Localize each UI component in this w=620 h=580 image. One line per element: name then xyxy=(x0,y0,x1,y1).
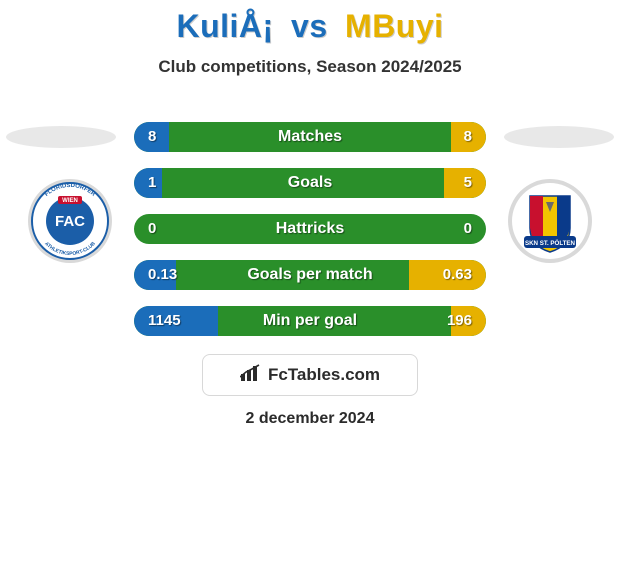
stat-value-right: 0 xyxy=(464,214,472,244)
stat-label: Hattricks xyxy=(134,214,486,244)
vs-label: vs xyxy=(291,8,328,44)
player2-ellipse xyxy=(504,126,614,148)
player1-ellipse xyxy=(6,126,116,148)
stat-label: Matches xyxy=(134,122,486,152)
svg-text:WIEN: WIEN xyxy=(62,198,78,204)
footer-date: 2 december 2024 xyxy=(0,410,620,428)
stat-value-right: 5 xyxy=(464,168,472,198)
stat-value-right: 0.63 xyxy=(443,260,472,290)
svg-text:SKN ST. PÖLTEN: SKN ST. PÖLTEN xyxy=(525,240,576,247)
player2-name: MBuyi xyxy=(345,8,444,44)
club1-badge: FAC FLORIDSDORFER ATHLETIKSPORT-CLUB WIE… xyxy=(20,178,120,264)
stat-value-right: 8 xyxy=(464,122,472,152)
stat-label: Goals per match xyxy=(134,260,486,290)
svg-text:FAC: FAC xyxy=(55,213,85,230)
stat-value-right: 196 xyxy=(447,306,472,336)
stat-row-goals: 1 Goals 5 xyxy=(134,168,486,198)
comparison-card: KuliÅ¡ vs MBuyi Club competitions, Seaso… xyxy=(0,0,620,580)
stat-row-matches: 8 Matches 8 xyxy=(134,122,486,152)
stat-row-hattricks: 0 Hattricks 0 xyxy=(134,214,486,244)
brand-badge: FcTables.com xyxy=(202,354,418,396)
subtitle: Club competitions, Season 2024/2025 xyxy=(0,57,620,77)
bar-chart-icon xyxy=(240,364,262,387)
stat-row-min-per-goal: 1145 Min per goal 196 xyxy=(134,306,486,336)
page-title: KuliÅ¡ vs MBuyi xyxy=(0,0,620,45)
stat-label: Goals xyxy=(134,168,486,198)
club2-badge: SKN ST. PÖLTEN xyxy=(500,178,600,264)
stat-row-goals-per-match: 0.13 Goals per match 0.63 xyxy=(134,260,486,290)
stat-bars: 8 Matches 8 1 Goals 5 0 Hattricks 0 0.13… xyxy=(134,122,486,352)
brand-text: FcTables.com xyxy=(268,365,380,385)
player1-name: KuliÅ¡ xyxy=(176,8,273,44)
stat-label: Min per goal xyxy=(134,306,486,336)
